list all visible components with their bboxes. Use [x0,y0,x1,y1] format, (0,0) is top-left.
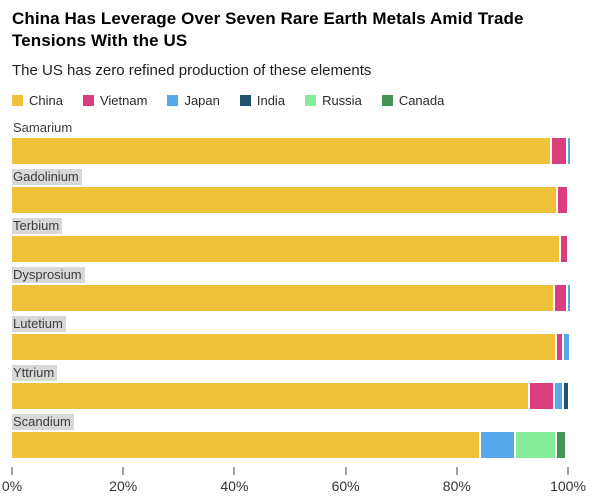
bar-segment-china [12,138,551,164]
legend-item-india: India [239,93,286,108]
bar-segment-japan [555,383,562,409]
bar-segment-japan [563,334,570,360]
bar-label: Lutetium [12,316,66,332]
legend-label: China [29,93,63,108]
bar-track [12,187,568,213]
bar-row-yttrium: Yttrium [12,364,569,409]
bar-row-samarium: Samarium [12,119,571,164]
bar-segment-china [12,383,528,409]
x-axis-tick [456,467,458,475]
bar-segment-india [563,383,569,409]
bar-label: Samarium [13,120,73,135]
legend-swatch-icon [381,95,393,106]
bar-row-gadolinium: Gadolinium [12,168,568,213]
legend-label: Vietnam [99,93,148,108]
bar-segment-russia [516,432,556,458]
chart-subtitle: The US has zero refined production of th… [12,62,372,79]
bar-label: Scandium [12,414,74,430]
legend-label: Russia [322,93,362,108]
legend-item-japan: Japan [167,93,220,108]
bar-track [12,383,569,409]
bar-track [12,334,570,360]
bar-label: Yttrium [12,365,58,381]
bar-row-lutetium: Lutetium [12,315,570,360]
legend-label: Canada [398,93,445,108]
bar-label: Gadolinium [12,169,82,185]
x-axis-tick-label: 60% [331,478,360,494]
legend-swatch-icon [305,95,317,106]
legend-swatch-icon [167,95,179,106]
bar-segment-vietnam [552,138,566,164]
bar-track [12,432,568,458]
bar-segment-canada [557,432,565,458]
bar-segment-japan [568,285,571,311]
bar-track [12,236,568,262]
bar-segment-china [12,187,557,213]
x-axis-tick [567,467,569,475]
legend-item-russia: Russia [305,93,362,108]
bar-row-scandium: Scandium [12,413,568,458]
bar-segment-vietnam [561,236,568,262]
bar-segment-china [12,334,555,360]
legend-swatch-icon [82,95,94,106]
x-axis-tick-label: 0% [1,478,23,494]
x-axis-tick [11,467,13,475]
chart-title: China Has Leverage Over Seven Rare Earth… [12,9,524,50]
bar-label: Terbium [12,218,63,234]
bar-segment-vietnam [556,334,562,360]
bar-segment-china [12,432,480,458]
legend: China Vietnam Japan India Russia Canada [12,93,600,108]
bar-track [12,138,571,164]
legend-item-canada: Canada [381,93,445,108]
bar-label: Dysprosium [12,267,85,283]
bar-row-terbium: Terbium [12,217,568,262]
x-axis-tick-label: 80% [442,478,471,494]
bar-segment-vietnam [558,187,568,213]
legend-item-china: China [12,93,63,108]
legend-label: India [256,93,286,108]
legend-item-vietnam: Vietnam [82,93,148,108]
x-axis-tick-label: 100% [550,478,586,494]
x-axis-tick [345,467,347,475]
bar-row-dysprosium: Dysprosium [12,266,571,311]
plot-area: Samarium Gadolinium Terbium Dysprosium Lutet… [12,119,571,458]
x-axis-tick-label: 40% [220,478,249,494]
x-axis-tick [233,467,235,475]
bar-track [12,285,571,311]
bar-segment-vietnam [529,383,554,409]
bar-segment-vietnam [554,285,567,311]
x-axis-tick [122,467,124,475]
legend-swatch-icon [239,95,251,106]
x-axis-tick-label: 20% [109,478,138,494]
bar-segment-japan [481,432,515,458]
legend-label: Japan [184,93,220,108]
bar-segment-china [12,236,560,262]
bar-segment-japan [567,138,571,164]
legend-swatch-icon [12,95,23,106]
x-axis: 0% 20% 40% 60% 80% 100% [2,467,586,503]
bar-segment-china [12,285,553,311]
